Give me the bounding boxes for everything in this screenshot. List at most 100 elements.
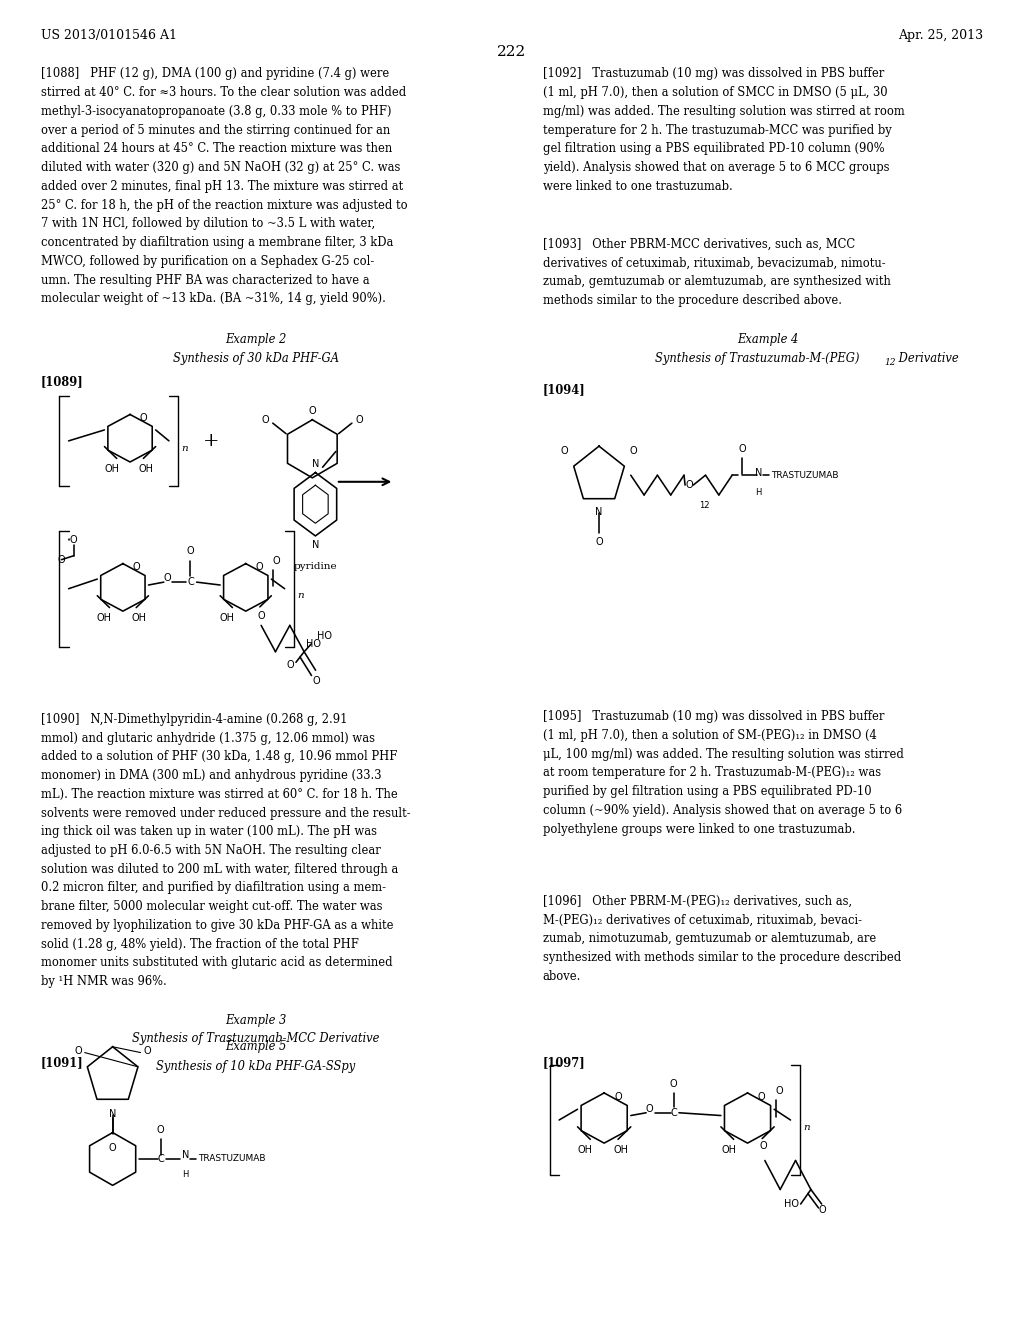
Text: O: O	[163, 573, 171, 583]
Text: gel filtration using a PBS equilibrated PD-10 column (90%: gel filtration using a PBS equilibrated …	[543, 143, 885, 156]
Text: OH: OH	[104, 463, 119, 474]
Text: O: O	[139, 413, 147, 422]
Text: brane filter, 5000 molecular weight cut-off. The water was: brane filter, 5000 molecular weight cut-…	[41, 900, 382, 913]
Text: Example 3: Example 3	[225, 1014, 287, 1027]
Text: [1092]   Trastuzumab (10 mg) was dissolved in PBS buffer: [1092] Trastuzumab (10 mg) was dissolved…	[543, 67, 884, 81]
Text: C: C	[187, 577, 194, 587]
Text: OH: OH	[613, 1144, 629, 1155]
Text: polyethylene groups were linked to one trastuzumab.: polyethylene groups were linked to one t…	[543, 822, 855, 836]
Text: [1093]   Other PBRM-MCC derivatives, such as, MCC: [1093] Other PBRM-MCC derivatives, such …	[543, 238, 855, 251]
Text: n: n	[297, 591, 303, 601]
Text: O: O	[57, 554, 66, 565]
Text: N: N	[755, 467, 763, 478]
Text: temperature for 2 h. The trastuzumab-MCC was purified by: temperature for 2 h. The trastuzumab-MCC…	[543, 124, 892, 136]
Text: O: O	[595, 537, 603, 548]
Text: solution was diluted to 200 mL with water, filtered through a: solution was diluted to 200 mL with wate…	[41, 863, 398, 875]
Text: C: C	[158, 1154, 164, 1164]
Text: O: O	[630, 446, 637, 455]
Text: added over 2 minutes, final pH 13. The mixture was stirred at: added over 2 minutes, final pH 13. The m…	[41, 180, 403, 193]
Text: additional 24 hours at 45° C. The reaction mixture was then: additional 24 hours at 45° C. The reacti…	[41, 143, 392, 156]
Text: by ¹H NMR was 96%.: by ¹H NMR was 96%.	[41, 975, 167, 989]
Text: 25° C. for 18 h, the pH of the reaction mixture was adjusted to: 25° C. for 18 h, the pH of the reaction …	[41, 198, 408, 211]
Text: mg/ml) was added. The resulting solution was stirred at room: mg/ml) was added. The resulting solution…	[543, 104, 904, 117]
Text: OH: OH	[97, 612, 112, 623]
Text: O: O	[760, 1142, 767, 1151]
Text: (1 ml, pH 7.0), then a solution of SMCC in DMSO (5 μL, 30: (1 ml, pH 7.0), then a solution of SMCC …	[543, 86, 888, 99]
Text: HO: HO	[317, 631, 332, 642]
Text: N: N	[311, 458, 319, 469]
Text: HO: HO	[306, 639, 322, 649]
Text: synthesized with methods similar to the procedure described: synthesized with methods similar to the …	[543, 952, 901, 964]
Text: OH: OH	[721, 1144, 736, 1155]
Text: added to a solution of PHF (30 kDa, 1.48 g, 10.96 mmol PHF: added to a solution of PHF (30 kDa, 1.48…	[41, 750, 397, 763]
Text: umn. The resulting PHF BA was characterized to have a: umn. The resulting PHF BA was characteri…	[41, 273, 370, 286]
Text: methods similar to the procedure described above.: methods similar to the procedure describ…	[543, 294, 842, 306]
Text: Apr. 25, 2013: Apr. 25, 2013	[898, 29, 983, 42]
Text: O: O	[109, 1143, 117, 1152]
Text: mL). The reaction mixture was stirred at 60° C. for 18 h. The: mL). The reaction mixture was stirred at…	[41, 788, 397, 801]
Text: O: O	[75, 1047, 82, 1056]
Text: over a period of 5 minutes and the stirring continued for an: over a period of 5 minutes and the stirr…	[41, 124, 390, 136]
Text: mmol) and glutaric anhydride (1.375 g, 12.06 mmol) was: mmol) and glutaric anhydride (1.375 g, 1…	[41, 731, 375, 744]
Text: zumab, gemtuzumab or alemtuzumab, are synthesized with: zumab, gemtuzumab or alemtuzumab, are sy…	[543, 275, 891, 288]
Text: H: H	[182, 1170, 188, 1179]
Text: O: O	[758, 1092, 765, 1102]
Text: solid (1.28 g, 48% yield). The fraction of the total PHF: solid (1.28 g, 48% yield). The fraction …	[41, 937, 358, 950]
Text: adjusted to pH 6.0-6.5 with 5N NaOH. The resulting clear: adjusted to pH 6.0-6.5 with 5N NaOH. The…	[41, 843, 381, 857]
Text: +: +	[203, 432, 219, 450]
Text: O: O	[272, 556, 281, 566]
Text: monomer) in DMA (300 mL) and anhydrous pyridine (33.3: monomer) in DMA (300 mL) and anhydrous p…	[41, 770, 382, 781]
Text: H: H	[756, 488, 762, 498]
Text: n: n	[803, 1122, 809, 1131]
Text: O: O	[614, 1092, 622, 1102]
Text: Example 4: Example 4	[737, 333, 799, 346]
Text: Derivative: Derivative	[895, 352, 958, 366]
Text: Synthesis of Trastuzumab-MCC Derivative: Synthesis of Trastuzumab-MCC Derivative	[132, 1032, 380, 1045]
Text: O: O	[738, 444, 746, 454]
Text: [1094]: [1094]	[543, 383, 586, 396]
Text: O: O	[818, 1205, 826, 1216]
Text: N: N	[182, 1150, 189, 1160]
Text: were linked to one trastuzumab.: were linked to one trastuzumab.	[543, 180, 732, 193]
Text: above.: above.	[543, 970, 581, 983]
Text: 222: 222	[498, 45, 526, 59]
Text: methyl-3-isocyanatopropanoate (3.8 g, 0.33 mole % to PHF): methyl-3-isocyanatopropanoate (3.8 g, 0.…	[41, 104, 391, 117]
Text: O: O	[186, 545, 195, 556]
Text: μL, 100 mg/ml) was added. The resulting solution was stirred: μL, 100 mg/ml) was added. The resulting …	[543, 747, 903, 760]
Text: OH: OH	[132, 612, 146, 623]
Text: 7 with 1N HCl, followed by dilution to ~3.5 L with water,: 7 with 1N HCl, followed by dilution to ~…	[41, 218, 375, 230]
Text: solvents were removed under reduced pressure and the result-: solvents were removed under reduced pres…	[41, 807, 411, 820]
Text: pyridine: pyridine	[294, 562, 337, 572]
Text: O: O	[775, 1085, 783, 1096]
Text: concentrated by diafiltration using a membrane filter, 3 kDa: concentrated by diafiltration using a me…	[41, 236, 393, 249]
Text: stirred at 40° C. for ≈3 hours. To the clear solution was added: stirred at 40° C. for ≈3 hours. To the c…	[41, 86, 407, 99]
Text: O: O	[143, 1047, 151, 1056]
Text: 12: 12	[885, 358, 896, 367]
Text: [1095]   Trastuzumab (10 mg) was dissolved in PBS buffer: [1095] Trastuzumab (10 mg) was dissolved…	[543, 710, 884, 723]
Text: (1 ml, pH 7.0), then a solution of SM-(PEG)₁₂ in DMSO (4: (1 ml, pH 7.0), then a solution of SM-(P…	[543, 729, 877, 742]
Text: TRASTUZUMAB: TRASTUZUMAB	[198, 1155, 265, 1163]
Text: monomer units substituted with glutaric acid as determined: monomer units substituted with glutaric …	[41, 957, 392, 969]
Text: TRASTUZUMAB: TRASTUZUMAB	[771, 471, 839, 479]
Text: ing thick oil was taken up in water (100 mL). The pH was: ing thick oil was taken up in water (100…	[41, 825, 377, 838]
Text: Example 2: Example 2	[225, 333, 287, 346]
Text: C: C	[671, 1107, 677, 1118]
Text: purified by gel filtration using a PBS equilibrated PD-10: purified by gel filtration using a PBS e…	[543, 785, 871, 799]
Text: 0.2 micron filter, and purified by diafiltration using a mem-: 0.2 micron filter, and purified by diafi…	[41, 882, 386, 895]
Text: n: n	[181, 444, 187, 453]
Text: diluted with water (320 g) and 5N NaOH (32 g) at 25° C. was: diluted with water (320 g) and 5N NaOH (…	[41, 161, 400, 174]
Text: removed by lyophilization to give 30 kDa PHF-GA as a white: removed by lyophilization to give 30 kDa…	[41, 919, 393, 932]
Text: [1090]   N,N-Dimethylpyridin-4-amine (0.268 g, 2.91: [1090] N,N-Dimethylpyridin-4-amine (0.26…	[41, 713, 347, 726]
Text: O: O	[255, 562, 263, 572]
Text: Example 5: Example 5	[225, 1040, 287, 1053]
Text: O: O	[685, 480, 693, 490]
Text: O: O	[287, 660, 294, 671]
Text: US 2013/0101546 A1: US 2013/0101546 A1	[41, 29, 177, 42]
Text: O: O	[70, 535, 78, 545]
Text: column (~90% yield). Analysis showed that on average 5 to 6: column (~90% yield). Analysis showed tha…	[543, 804, 902, 817]
Text: O: O	[312, 676, 321, 685]
Text: derivatives of cetuximab, rituximab, bevacizumab, nimotu-: derivatives of cetuximab, rituximab, bev…	[543, 256, 886, 269]
Text: O: O	[645, 1104, 653, 1114]
Text: O: O	[157, 1125, 165, 1135]
Text: HO: HO	[783, 1199, 799, 1209]
